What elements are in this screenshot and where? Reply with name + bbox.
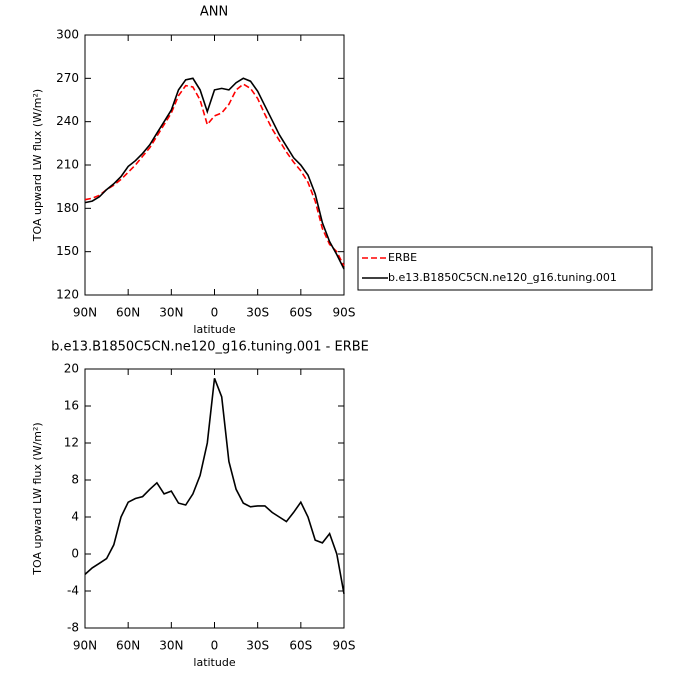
x-tick-label: 60N <box>116 306 140 320</box>
data-line <box>84 378 345 594</box>
legend-box <box>357 246 653 291</box>
y-tick-label: 16 <box>64 399 79 413</box>
x-tick-label: 90S <box>333 306 356 320</box>
x-tick-label: 0 <box>211 639 219 653</box>
legend-label: ERBE <box>388 251 417 264</box>
x-axis-label: latitude <box>193 323 235 336</box>
x-tick-label: 90S <box>333 639 356 653</box>
y-tick-label: 4 <box>71 510 79 524</box>
chart-title: ANN <box>200 5 228 20</box>
chart: ANN 120 150 180 210 240 270 300 90N 60N 30N 0 30S 60S… <box>31 5 653 336</box>
y-axis-label: TOA upward LW flux (W/m²) <box>31 422 44 575</box>
legend-label: b.e13.B1850C5CN.ne120_g16.tuning.001 <box>388 271 617 284</box>
data-line <box>84 83 345 267</box>
y-tick-label: 0 <box>71 547 79 561</box>
x-axis-label: latitude <box>193 656 235 669</box>
x-tick-label: 60S <box>289 639 312 653</box>
y-tick-label: 150 <box>56 244 79 258</box>
y-tick-label: 180 <box>56 201 79 215</box>
y-tick-label: 8 <box>71 473 79 487</box>
x-tick-label: 60N <box>116 639 140 653</box>
x-tick-label: 60S <box>289 306 312 320</box>
y-tick-label: 300 <box>56 28 79 42</box>
data-line <box>84 77 345 270</box>
plot-frame <box>84 34 345 296</box>
y-tick-label: 240 <box>56 114 79 128</box>
x-tick-label: 30S <box>246 639 269 653</box>
x-tick-label: 30N <box>159 639 183 653</box>
x-tick-label: 90N <box>73 639 97 653</box>
y-tick-label: 20 <box>64 362 79 376</box>
y-axis-label: TOA upward LW flux (W/m²) <box>31 89 44 242</box>
x-tick-label: 30N <box>159 306 183 320</box>
y-tick-label: -4 <box>67 584 79 598</box>
y-tick-label: 120 <box>56 288 79 302</box>
x-tick-label: 0 <box>211 306 219 320</box>
y-tick-label: 12 <box>64 436 79 450</box>
chart: b.e13.B1850C5CN.ne120_g16.tuning.001 - E… <box>31 340 369 670</box>
chart-title: b.e13.B1850C5CN.ne120_g16.tuning.001 - E… <box>51 340 369 355</box>
y-tick-label: 270 <box>56 71 79 85</box>
y-tick-label: -8 <box>67 621 79 635</box>
x-tick-label: 30S <box>246 306 269 320</box>
plot-frame <box>84 368 345 629</box>
y-tick-label: 210 <box>56 158 79 172</box>
x-tick-label: 90N <box>73 306 97 320</box>
